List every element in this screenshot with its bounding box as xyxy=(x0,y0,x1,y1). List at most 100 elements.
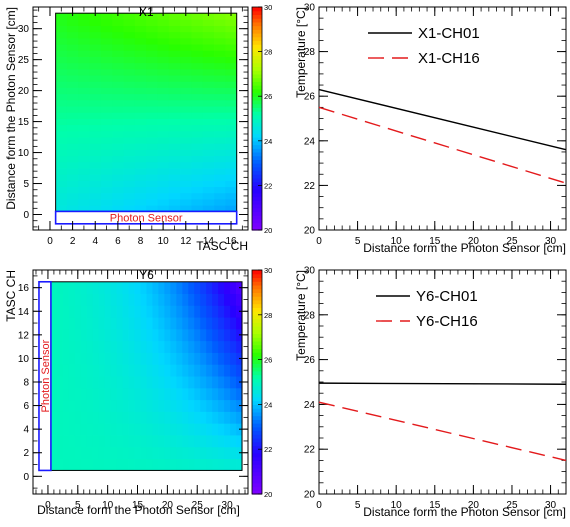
heatmap-cell xyxy=(100,37,113,45)
x-tick-label: 0 xyxy=(316,500,322,511)
heatmap-cell xyxy=(230,435,237,448)
heatmap-cell xyxy=(146,305,153,318)
heatmap-cell xyxy=(80,387,88,401)
heatmap-cell xyxy=(225,44,238,51)
heatmap-cell xyxy=(110,458,118,471)
color-scale-band xyxy=(252,40,262,45)
heatmap-cell xyxy=(78,106,90,113)
heatmap-cell xyxy=(214,44,226,51)
color-scale-band xyxy=(252,196,262,201)
heatmap-cell xyxy=(55,44,68,51)
heatmap-cell xyxy=(134,199,147,206)
heatmap-cell xyxy=(98,435,106,448)
color-scale-band xyxy=(252,419,262,424)
heatmap-cell xyxy=(146,143,158,150)
heatmap-cell xyxy=(100,99,113,107)
heatmap-cell xyxy=(89,25,102,33)
heatmap-cell xyxy=(191,93,204,101)
heatmap-cell xyxy=(157,75,170,82)
heatmap-cell xyxy=(134,124,147,132)
heatmap-cell xyxy=(214,205,226,212)
y6-ch01-line xyxy=(318,382,567,385)
heatmap-cell xyxy=(66,143,79,150)
heatmap-cell xyxy=(122,281,129,294)
color-scale-band xyxy=(252,452,262,458)
heatmap-cell xyxy=(140,293,147,306)
heatmap-cell xyxy=(182,328,189,342)
heatmap-cell xyxy=(74,352,82,365)
heatmap-cell xyxy=(152,352,159,365)
color-scale-band xyxy=(252,122,262,127)
heatmap-cell xyxy=(92,340,100,353)
color-scale-band xyxy=(252,192,262,198)
heatmap-cell xyxy=(191,31,204,39)
heatmap-cell xyxy=(134,364,141,377)
heatmap-cell xyxy=(66,37,79,45)
heatmap-cell xyxy=(224,328,231,342)
heatmap-cell xyxy=(225,19,238,26)
heatmap-cell xyxy=(164,423,171,436)
heatmap-cell xyxy=(122,458,129,471)
heatmap-cell xyxy=(152,399,159,412)
heatmap-cell xyxy=(122,399,129,412)
heatmap-cell xyxy=(180,37,192,45)
color-scale-band xyxy=(252,374,262,379)
heatmap-cell xyxy=(146,37,158,45)
heatmap-cell xyxy=(202,81,215,88)
heatmap-cell xyxy=(157,118,170,126)
heatmap-cell xyxy=(202,192,215,200)
heatmap-cell xyxy=(202,112,215,119)
heatmap-cell xyxy=(116,376,123,389)
heatmap-cell xyxy=(89,81,102,88)
heatmap-cell xyxy=(146,399,153,412)
heatmap-cell xyxy=(100,112,113,119)
heatmap-cell xyxy=(56,376,64,389)
color-scale-band xyxy=(252,148,262,153)
heatmap-cell xyxy=(92,376,100,389)
heatmap-cell xyxy=(214,75,226,82)
color-scale-band xyxy=(252,211,262,216)
heatmap-cell xyxy=(225,37,238,45)
color-scale-band xyxy=(252,475,262,480)
y6-map-y-axis: 0 2 4 6 8 10 12 14 16 xyxy=(18,275,248,489)
x-tick-label: 20 xyxy=(468,236,480,247)
color-scale-band xyxy=(252,125,262,131)
heatmap-cell xyxy=(74,446,82,460)
heatmap-cell xyxy=(146,87,158,95)
heatmap-cell xyxy=(89,118,102,126)
heatmap-cell xyxy=(218,328,225,342)
heatmap-cell xyxy=(202,174,215,181)
y-tick-label: 30 xyxy=(304,266,316,277)
heatmap-cell xyxy=(180,143,192,150)
heatmap-cell xyxy=(230,399,237,412)
heatmap-cell xyxy=(224,387,231,401)
heatmap-cell xyxy=(134,352,141,365)
heatmap-cell xyxy=(104,364,112,377)
heatmap-cell xyxy=(146,155,158,163)
heatmap-cell xyxy=(157,87,170,95)
heatmap-cell xyxy=(146,68,158,76)
heatmap-cell xyxy=(188,317,195,330)
heatmap-cell xyxy=(168,168,181,175)
heatmap-cell xyxy=(78,143,90,150)
heatmap-cell xyxy=(168,124,181,132)
heatmap-cell xyxy=(89,186,102,194)
heatmap-cell xyxy=(176,340,183,353)
heatmap-cell xyxy=(68,293,76,306)
heatmap-cell xyxy=(146,75,158,82)
heatmap-cell xyxy=(122,340,129,353)
heatmap-cell xyxy=(123,161,136,169)
heatmap-cell xyxy=(214,199,226,206)
heatmap-cell xyxy=(78,137,90,144)
heatmap-cell xyxy=(89,168,102,175)
heatmap-cell xyxy=(214,143,226,150)
heatmap-cell xyxy=(188,435,195,448)
heatmap-cell xyxy=(100,25,113,33)
heatmap-cell xyxy=(236,458,243,471)
heatmap-cell xyxy=(66,31,79,39)
y-tick-label: 8 xyxy=(23,378,29,389)
heatmap-cell xyxy=(134,25,147,33)
heatmap-cell xyxy=(180,106,192,113)
heatmap-cell xyxy=(202,137,215,144)
color-scale-band xyxy=(252,181,262,186)
